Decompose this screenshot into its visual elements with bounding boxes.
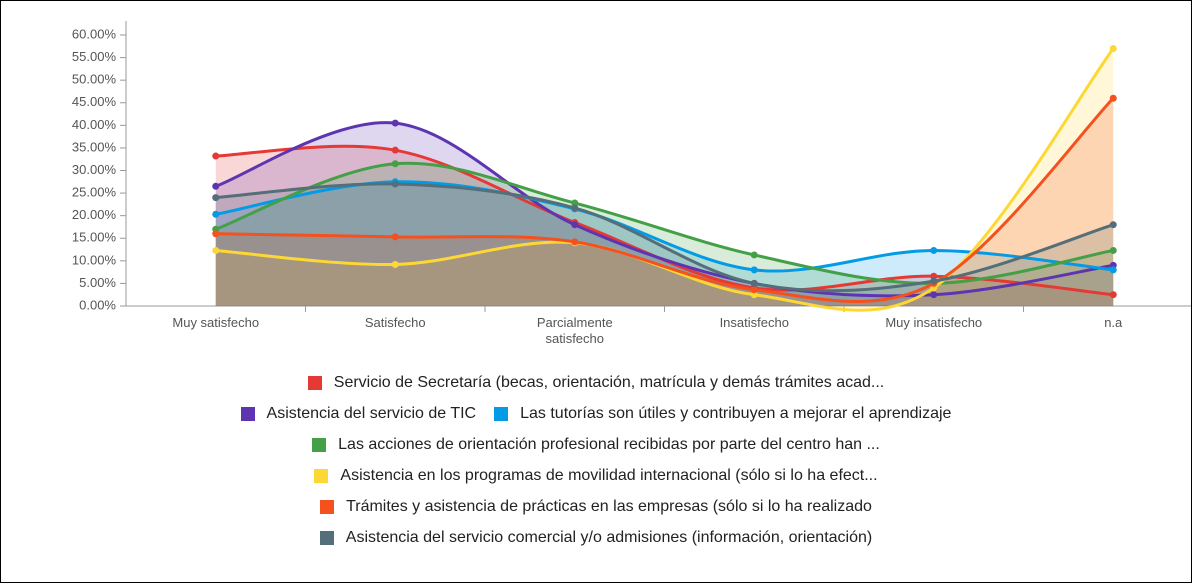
point [750,286,758,294]
legend-row: Asistencia en los programas de movilidad… [1,460,1191,491]
point [571,238,579,246]
legend-swatch [307,375,322,390]
legend-label: Trámites y asistencia de prácticas en la… [346,497,872,515]
legend-label: Asistencia del servicio de TIC [266,404,477,422]
line [215,97,1115,303]
legend-item: Asistencia del servicio comercial y/o ad… [319,528,873,547]
point [391,233,399,241]
legend-swatch [494,406,509,421]
legend: Servicio de Secretaría (becas, orientaci… [1,367,1191,553]
line [215,182,1114,293]
legend-item: Trámites y asistencia de prácticas en la… [320,498,872,516]
point [212,230,220,238]
line [215,121,1114,298]
legend-swatch [314,468,329,483]
point [930,277,938,285]
point [391,146,399,154]
legend-item: Las tutorías son útiles y contribuyen a … [494,405,951,423]
legend-row: Las acciones de orientación profesional … [1,429,1191,460]
area [215,98,1114,306]
point [212,182,220,190]
point [571,199,579,207]
point [930,272,938,280]
point [212,210,220,218]
point [1109,45,1117,53]
point [571,221,579,229]
line [215,161,1114,285]
legend-swatch [240,406,255,421]
y-tick-label: 10.00% [72,252,117,267]
legend-item: Las acciones de orientación profesional … [312,436,880,454]
point [212,246,220,254]
legend-label: Las acciones de orientación profesional … [338,435,880,453]
x-tick-label: n.a [1104,315,1123,330]
point [930,246,938,254]
y-tick-label: 25.00% [72,185,117,200]
legend-label: Servicio de Secretaría (becas, orientaci… [333,373,885,391]
point [1109,291,1117,299]
point [750,266,758,274]
chart: 0.00% 5.00% 10.00% 15.00% 20.00% 25.00% 30.00%… [72,21,1191,312]
x-tick-label: Parcialmente satisfecho [536,315,613,346]
y-tick-label: 60.00% [72,26,117,41]
y-tick-label: 15.00% [72,230,117,245]
x-tick-label: Muy satisfecho [172,315,260,330]
legend-swatch [320,499,335,514]
legend-row: Asistencia del servicio comercial y/o ad… [1,522,1191,553]
legend-item: Asistencia en los programas de movilidad… [314,466,878,485]
point [571,204,579,212]
legend-swatch [319,530,334,545]
legend-row: Asistencia del servicio de TIC Las tutorí… [1,398,1191,429]
legend-item: Servicio de Secretaría (becas, orientaci… [307,373,885,392]
y-tick-label: 50.00% [72,72,117,87]
point [750,291,758,299]
legend-label: Asistencia en los programas de movilidad… [340,466,878,484]
point [212,194,220,202]
y-tick-label: 45.00% [72,94,117,109]
point [1109,266,1117,274]
legend-row: Trámites y asistencia de prácticas en la… [1,491,1191,522]
point [391,180,399,188]
y-tick-label: 5.00% [79,275,116,290]
point [212,152,220,160]
y-tick-label: 55.00% [72,49,117,64]
y-tick-label: 20.00% [72,207,117,222]
legend-label: Asistencia del servicio comercial y/o ad… [345,528,873,546]
legend-label: Las tutorías son útiles y contribuyen a … [520,404,952,422]
legend-row: Servicio de Secretaría (becas, orientaci… [1,367,1191,398]
x-tick-label: Insatisfecho [719,315,789,330]
point [391,119,399,127]
x-tick-label: Muy insatisfecho [885,315,983,330]
y-tick-label: 35.00% [72,139,117,154]
area [215,183,1114,306]
point [750,251,758,259]
area [215,163,1114,306]
legend-item: Asistencia del servicio de TIC [240,404,477,423]
line [215,47,1115,312]
point [391,260,399,268]
point [750,279,758,287]
y-tick-label: 40.00% [72,117,117,132]
point [1109,94,1117,102]
y-tick-label: 0.00% [79,297,116,312]
x-tick-label: Satisfecho [364,315,426,330]
point [1109,246,1117,254]
point [1109,221,1117,229]
legend-swatch [312,437,327,452]
point [930,291,938,299]
y-tick-label: 30.00% [72,162,117,177]
point [391,160,399,168]
